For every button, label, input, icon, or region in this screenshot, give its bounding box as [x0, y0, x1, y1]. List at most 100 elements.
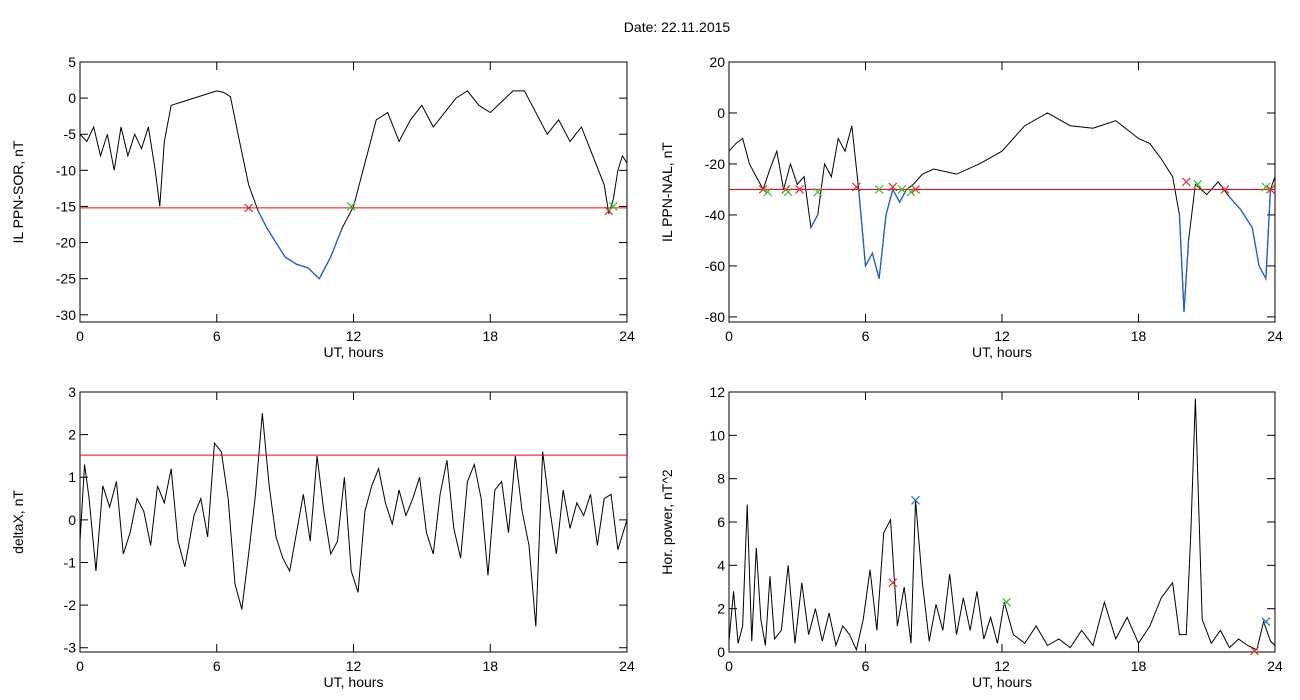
- y-tick-label: 5: [68, 54, 76, 70]
- below-threshold-trace: [810, 214, 819, 228]
- plot-frame: [728, 61, 1276, 323]
- y-tick-label: -5: [64, 126, 77, 142]
- y-tick-label: 0: [717, 105, 725, 121]
- marker-red: [244, 203, 254, 213]
- marker-green: [608, 202, 618, 211]
- y-tick-label: 12: [709, 384, 725, 400]
- marker-green: [346, 202, 356, 211]
- marker-green: [897, 185, 907, 194]
- panel-bottom-right: 0 6 12 18 24 12 10 8 6 4 2 0 UT, hours Hor. power, nT…: [659, 384, 1283, 690]
- x-axis-label: UT, hours: [972, 344, 1032, 360]
- y-tick-label: 3: [68, 384, 76, 400]
- y-tick-label: 20: [709, 54, 725, 70]
- x-axis-label: UT, hours: [324, 674, 384, 690]
- below-threshold-trace: [1229, 189, 1272, 282]
- marker-green: [906, 187, 916, 197]
- marker-stroke: [874, 185, 884, 194]
- marker-stroke: [1181, 177, 1191, 187]
- marker-stroke: [346, 202, 356, 211]
- marker-stroke: [888, 182, 898, 192]
- y-tick-label: 6: [717, 514, 725, 530]
- y-tick-label: -10: [56, 162, 76, 178]
- plot-frame: [79, 391, 628, 653]
- x-axis-label: UT, hours: [972, 674, 1032, 690]
- y-tick-label: -20: [56, 235, 76, 251]
- marker-stroke: [1250, 646, 1259, 656]
- marker-green: [874, 185, 884, 194]
- marker-stroke: [1266, 185, 1275, 194]
- marker-blue: [911, 495, 920, 505]
- x-tick-label: 24: [1267, 328, 1283, 344]
- y-tick-label: -30: [56, 307, 76, 323]
- marker-green: [1261, 182, 1271, 192]
- x-tick-label: 0: [76, 658, 84, 674]
- below-threshold-trace: [257, 209, 343, 280]
- panel-top-left: 0 6 12 18 24 5 0 -5 -10 -15 -20 -25 -30 UT, hours IL P…: [10, 54, 635, 360]
- x-tick-label: 24: [619, 658, 635, 674]
- below-threshold-trace: [858, 187, 908, 279]
- marker-stroke: [813, 187, 823, 197]
- y-tick-label: 0: [717, 644, 725, 660]
- marker-stroke: [911, 495, 920, 505]
- y-tick-label: -15: [56, 198, 76, 214]
- x-tick-label: 0: [725, 658, 733, 674]
- y-tick-label: -25: [56, 271, 76, 287]
- x-tick-label: 12: [994, 658, 1010, 674]
- marker-stroke: [1002, 597, 1011, 607]
- marker-stroke: [906, 187, 916, 197]
- y-tick-label: 10: [709, 427, 725, 443]
- marker-stroke: [244, 203, 254, 213]
- x-tick-label: 0: [76, 328, 84, 344]
- x-tick-label: 24: [619, 328, 635, 344]
- x-tick-label: 18: [1131, 328, 1147, 344]
- y-tick-label: -60: [705, 258, 725, 274]
- y-tick-label: -20: [705, 156, 725, 172]
- panel-bottom-left: 0 6 12 18 24 3 2 1 0 -1 -2 -3 UT, hours deltaX, nT: [10, 384, 635, 690]
- y-tick-label: -2: [64, 597, 77, 613]
- data-trace: [728, 112, 1276, 312]
- y-tick-label: 1: [68, 469, 76, 485]
- marker-red: [851, 182, 861, 192]
- x-tick-label: 12: [994, 328, 1010, 344]
- marker-stroke: [897, 185, 907, 194]
- plot-frame: [79, 61, 628, 323]
- x-tick-label: 12: [346, 658, 362, 674]
- marker-red: [795, 185, 804, 194]
- panel-top-right: 0 6 12 18 24 20 0 -20 -40 -60 -80 UT, hours IL PPN-N…: [659, 54, 1283, 360]
- y-tick-label: 0: [68, 90, 76, 106]
- marker-green: [813, 187, 823, 197]
- y-axis-label: Hor. power, nT^2: [659, 469, 675, 575]
- marker-stroke: [1220, 185, 1230, 194]
- data-trace: [728, 398, 1276, 652]
- marker-green: [763, 187, 773, 197]
- data-trace: [79, 413, 628, 627]
- marker-red: [1250, 646, 1259, 656]
- x-tick-label: 18: [1131, 658, 1147, 674]
- x-tick-label: 6: [213, 328, 221, 344]
- marker-stroke: [608, 202, 618, 211]
- marker-stroke: [795, 185, 804, 194]
- y-tick-label: -3: [64, 640, 77, 656]
- marker-red: [888, 182, 898, 192]
- marker-stroke: [911, 185, 920, 194]
- y-tick-label: -40: [705, 207, 725, 223]
- marker-red: [1181, 177, 1191, 187]
- data-trace: [79, 90, 628, 280]
- x-tick-label: 24: [1267, 658, 1283, 674]
- page-title: Date: 22.11.2015: [623, 19, 731, 35]
- marker-blue: [1261, 617, 1271, 627]
- marker-stroke: [758, 185, 768, 194]
- marker-stroke: [851, 182, 861, 192]
- marker-stroke: [783, 187, 793, 197]
- marker-stroke: [1261, 617, 1271, 627]
- y-tick-label: -1: [64, 554, 77, 570]
- y-axis-label: IL PPN-NAL, nT: [659, 142, 675, 242]
- marker-red: [1266, 185, 1275, 194]
- y-tick-label: 2: [717, 601, 725, 617]
- x-axis-label: UT, hours: [324, 344, 384, 360]
- x-tick-label: 18: [482, 328, 498, 344]
- x-tick-label: 6: [862, 328, 870, 344]
- y-tick-label: 8: [717, 471, 725, 487]
- marker-stroke: [1261, 182, 1271, 192]
- marker-green: [1193, 179, 1203, 189]
